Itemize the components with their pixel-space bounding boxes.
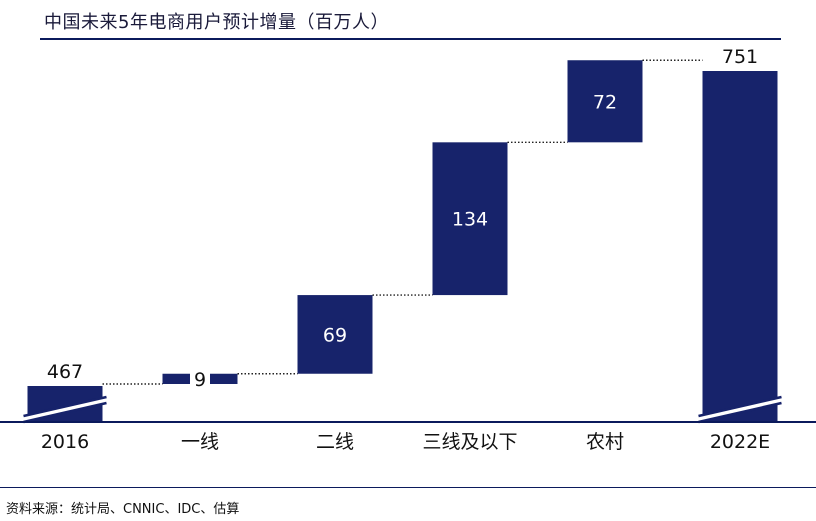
- source-note: 资料来源：统计局、CNNIC、IDC、估算: [6, 502, 240, 517]
- axis-break-line: [698, 395, 782, 418]
- x-tick-label: 2016: [41, 431, 89, 453]
- axis-break-gap: [698, 397, 782, 422]
- axis-break-line: [698, 401, 782, 424]
- bar-农村: [567, 60, 643, 143]
- data-label: 72: [593, 91, 617, 113]
- x-tick-label: 二线: [316, 431, 354, 453]
- waterfall-chart: 467 9 69 134 72 751 2016 一线 二线 三线及以下 农村 2022E: [0, 46, 816, 453]
- axis-break-line: [23, 401, 107, 424]
- data-label: 9: [194, 369, 206, 391]
- title-divider: [40, 38, 781, 40]
- axis-break-line: [23, 395, 107, 418]
- data-label: 467: [47, 361, 83, 383]
- label-backdrop: [190, 371, 210, 386]
- bar-2022E: [702, 71, 778, 422]
- axis-break-gap: [23, 397, 107, 422]
- source-divider: [0, 487, 816, 488]
- data-label: 69: [323, 324, 347, 346]
- x-tick-label: 一线: [181, 431, 219, 453]
- x-tick-label: 三线及以下: [422, 431, 517, 453]
- chart-title: 中国未来5年电商用户预计增量（百万人）: [44, 12, 389, 33]
- x-tick-label: 2022E: [710, 431, 770, 453]
- data-label: 134: [452, 209, 488, 231]
- x-tick-label: 农村: [586, 431, 624, 453]
- bar-二线: [297, 295, 373, 374]
- data-label: 751: [722, 46, 758, 68]
- bar-三线及以下: [432, 142, 508, 296]
